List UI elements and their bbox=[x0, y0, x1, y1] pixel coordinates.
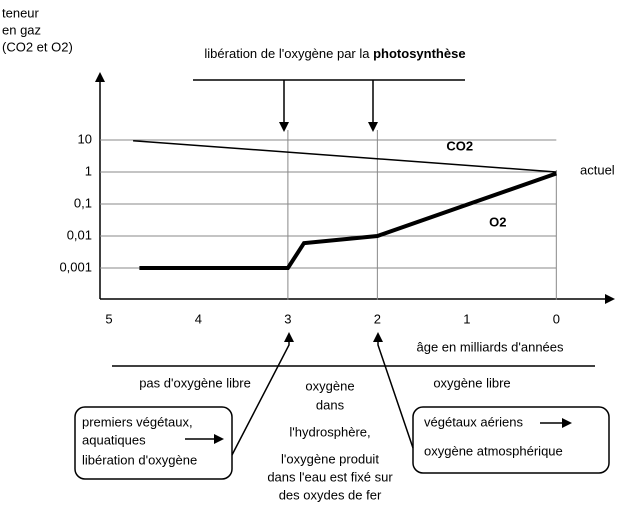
box-text: végétaux aériens bbox=[424, 414, 524, 429]
y-tick-label: 0,1 bbox=[74, 195, 92, 210]
box bbox=[74, 406, 233, 480]
period-label: oxygène libre bbox=[433, 375, 510, 390]
y-tick-label: 1 bbox=[85, 163, 92, 178]
box-text: premiers végétaux, bbox=[82, 414, 193, 429]
x-tick-label: 0 bbox=[553, 311, 560, 326]
title-part: photosynthèse bbox=[373, 46, 465, 61]
x-tick-label: 1 bbox=[463, 311, 470, 326]
period-label: pas d'oxygène libre bbox=[139, 375, 251, 390]
period-label: l'oxygène produit bbox=[281, 451, 379, 466]
box-text: aquatiques bbox=[82, 432, 146, 447]
period-label: des oxydes de fer bbox=[279, 487, 382, 502]
legend-label: CO2 bbox=[446, 138, 473, 153]
y-label: en gaz bbox=[2, 22, 41, 37]
series-line bbox=[133, 139, 557, 173]
y-label: (CO2 et O2) bbox=[2, 39, 73, 54]
arrow bbox=[373, 332, 414, 449]
title: libération de l'oxygène par la photosynt… bbox=[204, 46, 465, 61]
period-label: dans l'eau est fixé sur bbox=[267, 469, 393, 484]
right-label: actuel bbox=[580, 162, 615, 177]
x-tick-label: 3 bbox=[284, 311, 291, 326]
x-label: âge en milliards d'années bbox=[416, 339, 564, 354]
series-line bbox=[139, 171, 557, 270]
x-tick-label: 2 bbox=[374, 311, 381, 326]
y-tick-label: 0,001 bbox=[59, 259, 92, 274]
period-label: dans bbox=[316, 397, 345, 412]
period-label: oxygène bbox=[305, 378, 354, 393]
legend-label: O2 bbox=[489, 214, 506, 229]
arrow bbox=[231, 332, 294, 456]
y-tick-label: 10 bbox=[78, 131, 92, 146]
x-tick-label: 5 bbox=[105, 311, 112, 326]
box-text: oxygène atmosphérique bbox=[424, 443, 563, 458]
y-label: teneur bbox=[2, 5, 40, 20]
y-tick-label: 0,01 bbox=[67, 227, 92, 242]
title-part: libération de l'oxygène par la bbox=[204, 46, 373, 61]
box-text: libération d'oxygène bbox=[82, 452, 197, 467]
period-label: l'hydrosphère, bbox=[289, 424, 370, 439]
x-tick-label: 4 bbox=[195, 311, 202, 326]
